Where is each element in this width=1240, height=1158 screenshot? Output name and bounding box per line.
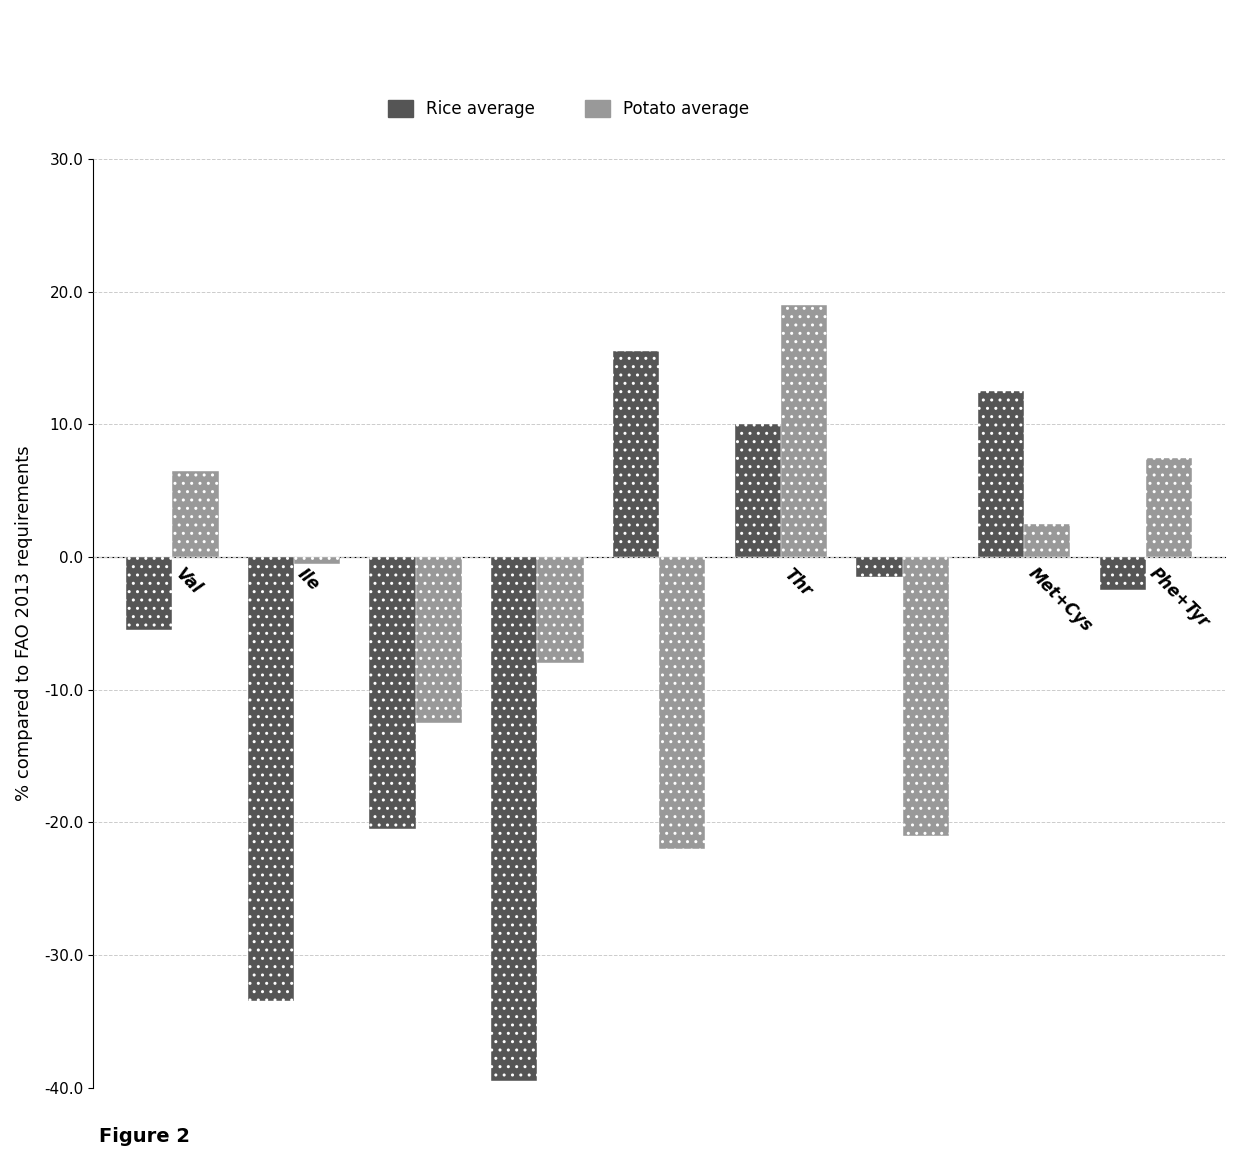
Text: Figure 2: Figure 2: [99, 1128, 190, 1146]
Bar: [1100, 557, 1146, 591]
Legend: Rice average, Potato average: Rice average, Potato average: [381, 93, 756, 125]
Bar: [294, 557, 340, 564]
Bar: [857, 557, 903, 577]
Bar: [978, 391, 1024, 557]
Bar: [370, 557, 415, 829]
Bar: [248, 557, 294, 1002]
Bar: [734, 424, 781, 557]
Bar: [613, 351, 660, 557]
Bar: [660, 557, 706, 849]
Bar: [172, 471, 218, 557]
Bar: [781, 305, 827, 557]
Bar: [537, 557, 584, 664]
Bar: [491, 557, 537, 1082]
Bar: [415, 557, 463, 723]
Bar: [126, 557, 172, 630]
Bar: [1146, 457, 1192, 557]
Bar: [1024, 523, 1070, 557]
Y-axis label: % compared to FAO 2013 requirements: % compared to FAO 2013 requirements: [15, 446, 33, 801]
Bar: [903, 557, 949, 836]
